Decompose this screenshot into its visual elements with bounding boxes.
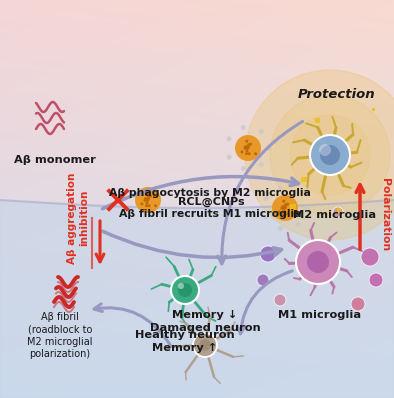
Circle shape — [291, 212, 294, 215]
Circle shape — [281, 207, 283, 210]
Circle shape — [146, 198, 149, 201]
Circle shape — [178, 283, 192, 297]
Circle shape — [247, 152, 251, 155]
Circle shape — [246, 146, 249, 149]
Circle shape — [145, 204, 148, 207]
Circle shape — [282, 212, 285, 215]
Circle shape — [369, 273, 383, 287]
Circle shape — [351, 297, 365, 311]
Circle shape — [258, 162, 264, 167]
Text: Protection: Protection — [298, 88, 375, 101]
FancyBboxPatch shape — [290, 204, 296, 210]
Text: M2 microglia: M2 microglia — [294, 210, 377, 220]
Circle shape — [320, 145, 340, 165]
Circle shape — [296, 222, 301, 227]
Circle shape — [284, 212, 288, 215]
Circle shape — [286, 203, 289, 206]
Circle shape — [240, 150, 243, 153]
Circle shape — [284, 205, 287, 208]
Circle shape — [245, 70, 394, 240]
Circle shape — [247, 143, 250, 146]
Text: Aβ aggregation
inhibition: Aβ aggregation inhibition — [67, 172, 89, 264]
Circle shape — [254, 152, 257, 155]
Circle shape — [235, 135, 261, 161]
Circle shape — [245, 149, 249, 152]
Circle shape — [241, 166, 246, 171]
Circle shape — [244, 145, 247, 148]
Circle shape — [145, 201, 149, 204]
Text: Polarization: Polarization — [380, 178, 390, 252]
Circle shape — [296, 240, 340, 284]
Text: Aβ monomer: Aβ monomer — [14, 155, 96, 165]
Text: Aβ fibril recruits M1 microglia: Aβ fibril recruits M1 microglia — [119, 209, 301, 219]
Text: M1 microglia: M1 microglia — [279, 310, 362, 320]
Circle shape — [149, 195, 152, 197]
Circle shape — [171, 276, 199, 304]
Circle shape — [283, 207, 286, 209]
Circle shape — [144, 197, 147, 200]
Circle shape — [260, 246, 276, 262]
Circle shape — [246, 146, 249, 149]
Circle shape — [143, 199, 147, 202]
Circle shape — [147, 197, 150, 200]
Text: RCL@CNPs: RCL@CNPs — [178, 197, 245, 207]
Circle shape — [319, 144, 331, 156]
FancyBboxPatch shape — [315, 118, 320, 123]
Circle shape — [227, 154, 232, 160]
Circle shape — [283, 206, 286, 209]
Circle shape — [281, 205, 284, 208]
Circle shape — [146, 199, 149, 201]
Circle shape — [284, 203, 287, 206]
Circle shape — [145, 192, 148, 195]
Circle shape — [282, 200, 285, 203]
Circle shape — [257, 274, 269, 286]
Circle shape — [154, 204, 157, 207]
Text: Aβ fibril
(roadblock to
M2 microglial
polarization): Aβ fibril (roadblock to M2 microglial po… — [27, 312, 93, 359]
Circle shape — [272, 195, 298, 221]
Circle shape — [246, 146, 249, 150]
Circle shape — [249, 142, 252, 146]
Circle shape — [227, 137, 232, 141]
Circle shape — [241, 125, 246, 130]
Circle shape — [361, 248, 379, 266]
Circle shape — [135, 187, 161, 213]
Circle shape — [278, 226, 283, 231]
Circle shape — [296, 189, 301, 194]
Circle shape — [310, 135, 350, 175]
Circle shape — [333, 207, 343, 217]
Circle shape — [282, 209, 285, 212]
Circle shape — [245, 152, 248, 155]
Circle shape — [278, 185, 283, 190]
Circle shape — [147, 195, 150, 198]
Circle shape — [199, 339, 211, 351]
Circle shape — [193, 333, 217, 357]
Circle shape — [264, 196, 269, 201]
Circle shape — [245, 140, 248, 143]
Circle shape — [243, 147, 246, 150]
FancyBboxPatch shape — [337, 208, 341, 213]
Circle shape — [274, 294, 286, 306]
Circle shape — [148, 204, 151, 207]
Circle shape — [283, 207, 286, 210]
Circle shape — [178, 283, 184, 289]
Text: Healthy neuron
Memory ↑: Healthy neuron Memory ↑ — [135, 330, 235, 353]
Circle shape — [140, 203, 143, 205]
Circle shape — [303, 205, 309, 211]
Circle shape — [247, 145, 250, 148]
FancyBboxPatch shape — [372, 108, 375, 111]
Circle shape — [290, 115, 370, 195]
Circle shape — [277, 211, 281, 213]
FancyBboxPatch shape — [301, 177, 307, 182]
Circle shape — [258, 129, 264, 134]
Text: Memory ↓
Damaged neuron: Memory ↓ Damaged neuron — [150, 310, 260, 333]
Circle shape — [307, 251, 329, 273]
Circle shape — [146, 199, 149, 202]
Circle shape — [270, 95, 390, 215]
Text: Aβ phagocytosis by M2 microglia: Aβ phagocytosis by M2 microglia — [109, 188, 311, 198]
Circle shape — [266, 146, 271, 150]
Circle shape — [264, 215, 269, 220]
